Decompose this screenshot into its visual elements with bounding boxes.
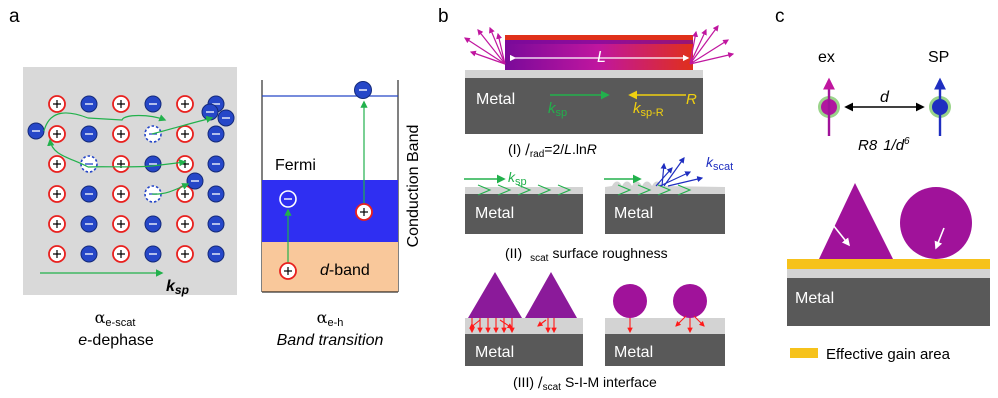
- interface-loss-arrows: [469, 315, 705, 334]
- metal-substrate-bottom-right: [605, 334, 725, 366]
- surface-plasmon-label: SP: [928, 49, 949, 66]
- fermi-filled-band: [262, 180, 398, 242]
- roughness-diagram: ksp kscat Metal Metal: [464, 154, 733, 234]
- metal-substrate-c: [787, 278, 990, 326]
- plus-sign: [181, 220, 189, 228]
- metal-label-mid-left: Metal: [475, 205, 514, 222]
- panel-c: c ex SP d R8 1/d6 Metal Effective gain ar…: [775, 6, 990, 363]
- plus-sign: [53, 100, 61, 108]
- plus-sign: [117, 250, 125, 258]
- caption-III: (III) /scat S-I-M interface: [513, 374, 657, 393]
- ksp-forward-label: ksp: [548, 100, 567, 119]
- plus-sign: [181, 250, 189, 258]
- fermi-label: Fermi: [275, 157, 316, 174]
- plus-sign: [117, 220, 125, 228]
- effective-gain-layer: [787, 259, 990, 269]
- plus-sign: [53, 160, 61, 168]
- conduction-band-label: Conduction Band: [405, 125, 422, 248]
- plus-sign: [53, 220, 61, 228]
- sp-chevrons-left: [477, 184, 572, 196]
- panel-c-letter: c: [775, 6, 785, 27]
- d-band-label: d-band: [320, 262, 370, 279]
- triangle-particle: [819, 183, 893, 259]
- metal-substrate-top: [465, 78, 703, 134]
- metal-label-mid-right: Metal: [614, 205, 653, 222]
- panel-a-letter: a: [9, 6, 20, 27]
- caption-I: (I) /rad=2/L.lnR: [508, 141, 597, 160]
- radiation-rays-right: [689, 25, 735, 65]
- panel-b-letter: b: [438, 6, 449, 27]
- legend-gain-label: Effective gain area: [826, 346, 951, 363]
- band-diagram: Fermi d-band Conduction Band: [261, 80, 422, 293]
- plus-sign: [181, 100, 189, 108]
- plus-sign: [181, 190, 189, 198]
- panel-b: b L Meta: [438, 6, 735, 393]
- exciton-label: ex: [818, 49, 835, 66]
- caption-II: (II) scat surface roughness: [505, 245, 668, 264]
- plus-sign: [117, 130, 125, 138]
- legend-swatch-gain: [790, 348, 818, 358]
- sphere-gain-right: [673, 284, 707, 318]
- triangle-gain-left: [468, 272, 522, 318]
- metal-label-c: Metal: [795, 290, 834, 307]
- metal-label-bottom-left: Metal: [475, 344, 514, 361]
- metal-substrate-mid-right: [605, 194, 725, 234]
- metal-label-top: Metal: [476, 91, 515, 108]
- plus-sign: [117, 190, 125, 198]
- ksp-mid-label: ksp: [508, 169, 527, 188]
- sp-chevrons-right: [617, 184, 692, 196]
- distance-label: d: [880, 89, 890, 106]
- plus-sign: [117, 100, 125, 108]
- radiation-rays-left: [463, 26, 506, 65]
- alpha-e-scat-label: αe-scat: [95, 308, 136, 329]
- metal-substrate-bottom-left: [465, 334, 583, 366]
- ksp-reflected-label: ksp-R: [633, 100, 664, 119]
- triangle-gain-right: [525, 272, 577, 318]
- reflectivity-label: R: [686, 91, 697, 108]
- scattered-rays: [655, 157, 704, 187]
- dielectric-top: [465, 70, 703, 78]
- spaser-structures: [787, 183, 990, 326]
- plus-sign: [181, 130, 189, 138]
- kscat-label: kscat: [706, 154, 733, 173]
- metal-label-bottom-right: Metal: [614, 344, 653, 361]
- electron-scattering-path: [43, 112, 214, 195]
- exciton-dipole: [818, 77, 840, 136]
- laser-cavity-diagram: L Metal ksp ksp-R R: [463, 25, 735, 134]
- plus-sign: [53, 130, 61, 138]
- surface-plasmon-dipole: [929, 77, 951, 136]
- plus-sign: [53, 250, 61, 258]
- interface-diagram: Metal Metal: [465, 272, 725, 366]
- transfer-formula: R8 1/d6: [858, 136, 910, 154]
- panel-a: a ksp αe-scat e-dephase Fermi d-band Con…: [9, 6, 422, 349]
- sphere-particle: [900, 187, 972, 259]
- alpha-e-h-label: αe-h: [317, 308, 344, 329]
- sphere-gain-left: [613, 284, 647, 318]
- cavity-length-label: L: [597, 49, 606, 66]
- lattice-k-label: ksp: [166, 278, 189, 297]
- band-transition-caption: Band transition: [277, 332, 384, 349]
- plus-sign: [53, 190, 61, 198]
- metal-substrate-mid-left: [465, 194, 583, 234]
- e-dephase-caption: e-dephase: [78, 332, 154, 349]
